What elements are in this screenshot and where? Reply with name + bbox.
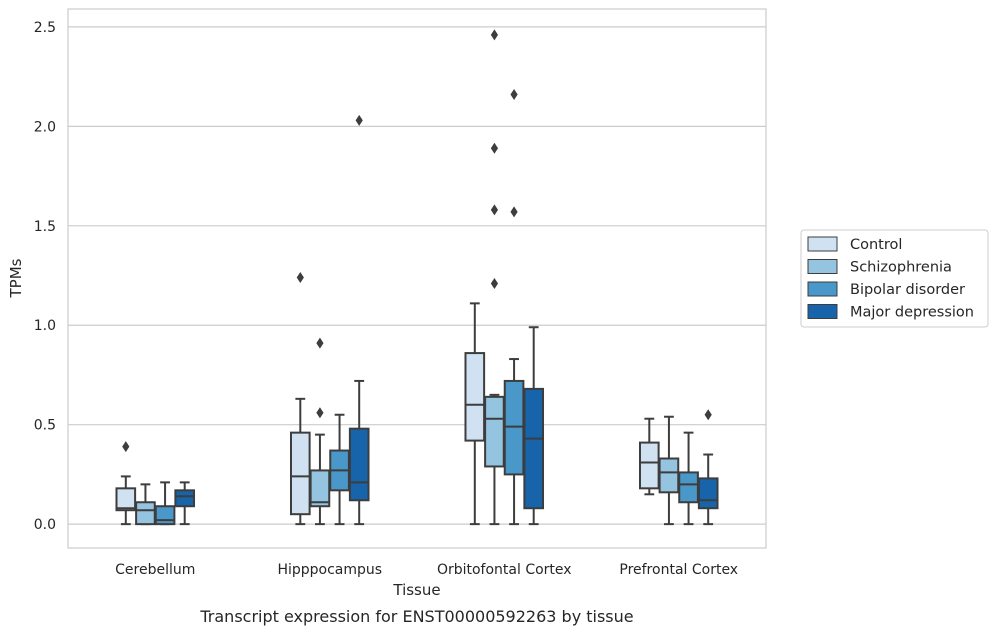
chart-caption: Transcript expression for ENST0000059226… [199,607,633,626]
box [464,302,486,526]
outlier-point [490,142,499,154]
outlier-point [490,277,499,289]
x-tick-label: Prefrontal Cortex [619,562,738,578]
box-iqr [289,431,311,516]
box-iqr [115,487,137,512]
box-iqr [697,477,719,510]
y-tick-label: 1.5 [34,219,56,235]
box-iqr [658,457,680,494]
outlier-point [490,204,499,216]
box [174,481,196,526]
y-tick-label: 2.5 [34,20,56,36]
y-axis-ticks: 0.0 0.5 1.0 1.5 2.0 2.5 [34,20,56,533]
y-tick-label: 0.0 [34,517,56,533]
box [503,89,525,526]
box-iqr [348,427,370,502]
box-iqr [174,489,196,508]
box [638,417,660,496]
box [154,481,176,526]
box [697,409,719,526]
outlier-point [704,409,712,421]
box [329,413,350,526]
legend: Control Schizophrenia Bipolar disorder Majo… [800,229,989,328]
box [523,326,545,526]
box-iqr [464,352,486,442]
box-iqr [484,395,505,468]
y-axis-label: TPMs [7,258,25,298]
legend-label: Major depression [850,305,974,321]
y-tick-label: 0.5 [34,418,56,434]
legend-label: Bipolar disorder [850,282,965,298]
legend-swatch [807,259,838,274]
box-iqr [678,471,699,504]
boxes [115,29,719,526]
box-iqr [309,469,331,508]
x-tick-label: Cerebellum [115,562,195,578]
box-iqr [154,505,176,526]
box [135,483,156,526]
legend-swatch [807,236,838,252]
outlier-point [355,114,363,126]
box [484,29,505,526]
box-iqr [523,387,545,510]
legend-label: Schizophrenia [850,260,952,276]
outlier-point [122,441,130,453]
x-axis-ticks: Cerebellum Hipppocampus Orbitofontal Corte… [115,562,738,578]
outlier-point [490,29,499,41]
x-tick-label: Orbitofontal Cortex [437,562,572,578]
outlier-point [316,407,324,419]
y-tick-label: 1.0 [34,318,56,334]
box-iqr [638,441,660,490]
legend-label: Control [850,237,902,253]
legend-swatch [807,304,838,319]
outlier-point [510,206,518,218]
legend-frame [800,229,989,328]
y-tick-label: 2.0 [34,119,56,135]
outlier-point [316,337,324,349]
outlier-point [296,272,304,284]
box [115,441,137,526]
box-iqr [135,501,156,526]
box [348,114,370,526]
x-tick-label: Hipppocampus [277,562,382,578]
legend-swatch [807,281,838,297]
x-axis-label: Tissue [392,581,440,599]
outlier-point [510,89,518,101]
